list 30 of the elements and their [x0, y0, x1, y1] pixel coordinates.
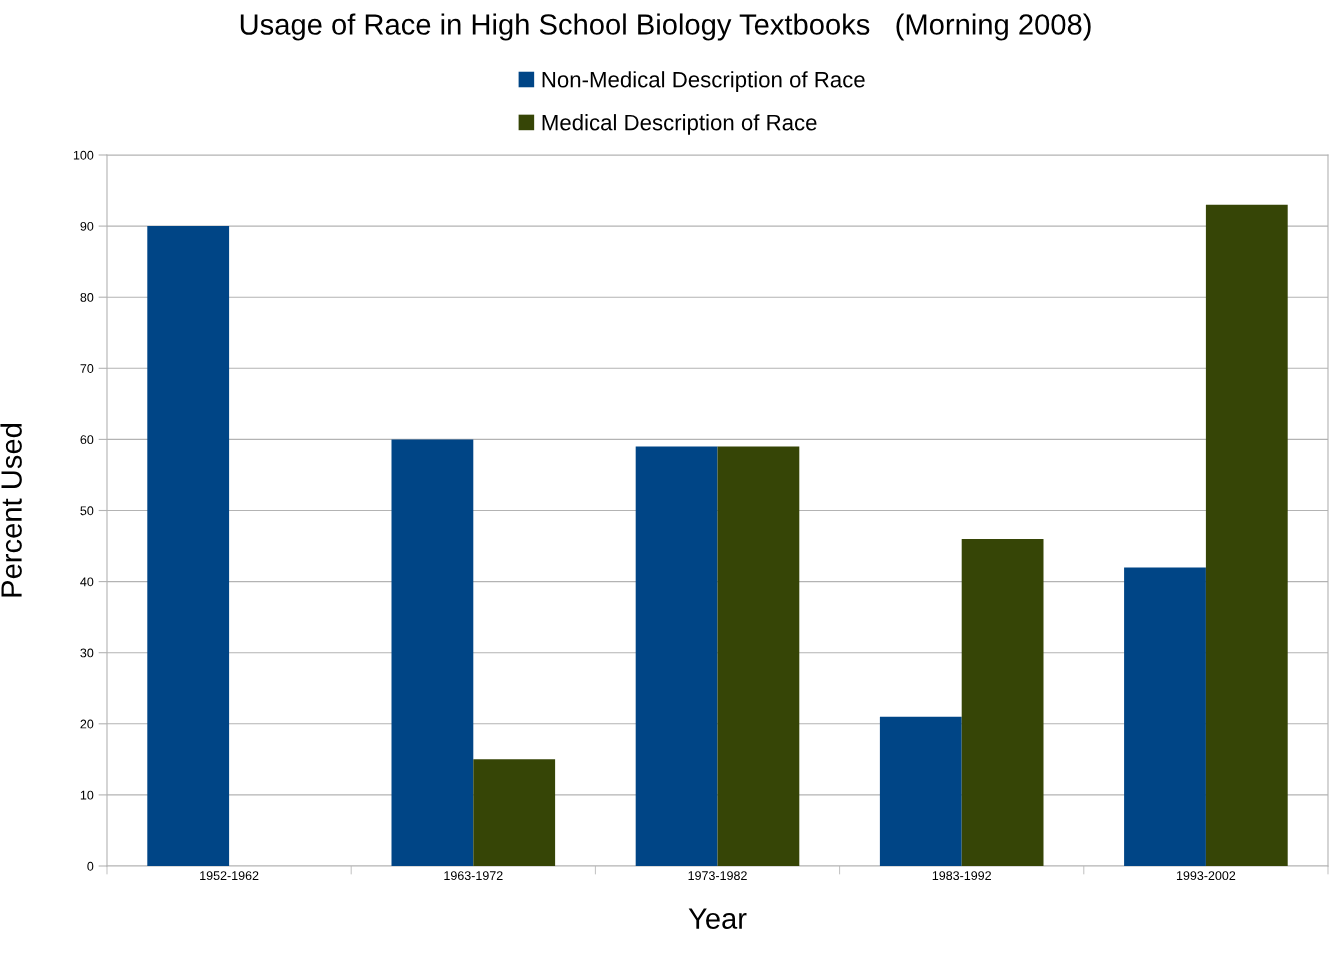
- bar: [1205, 204, 1288, 866]
- y-tick-label: 70: [80, 364, 94, 373]
- legend-label: Non-Medical Description of Race: [542, 71, 865, 92]
- chart-title: Usage of Race in High School Biology Textbooks (Morning 2008): [240, 13, 1091, 41]
- bar: [147, 226, 230, 866]
- bar: [635, 446, 718, 866]
- x-tick-label: 1993-2002: [1176, 871, 1236, 881]
- y-tick-label: 40: [80, 577, 94, 587]
- y-tick-label: 90: [80, 221, 94, 231]
- y-axis-title: Percent Used: [0, 424, 22, 597]
- x-tick-label: 1963-1972: [444, 871, 503, 881]
- bar: [391, 439, 474, 866]
- y-tick-label: 20: [80, 719, 94, 729]
- bar: [1124, 567, 1206, 866]
- y-tick-label: 10: [80, 790, 94, 800]
- legend-label: Medical Description of Race: [542, 114, 817, 135]
- y-tick-label: 30: [80, 648, 94, 658]
- bar: [473, 759, 556, 866]
- x-tick-label: 1983-1992: [932, 871, 991, 881]
- y-tick-label: 50: [80, 506, 94, 516]
- y-tick-label: 80: [80, 293, 94, 302]
- bar: [879, 716, 962, 866]
- bar: [717, 446, 800, 866]
- y-tick-label: 60: [80, 435, 94, 445]
- x-axis-title: Year: [688, 908, 747, 929]
- x-tick-label: 1973-1982: [688, 871, 747, 881]
- bar: [961, 538, 1044, 866]
- x-tick-label: 1952-1962: [200, 871, 259, 881]
- y-tick-label: 100: [73, 150, 94, 160]
- y-tick-label: 0: [87, 861, 94, 871]
